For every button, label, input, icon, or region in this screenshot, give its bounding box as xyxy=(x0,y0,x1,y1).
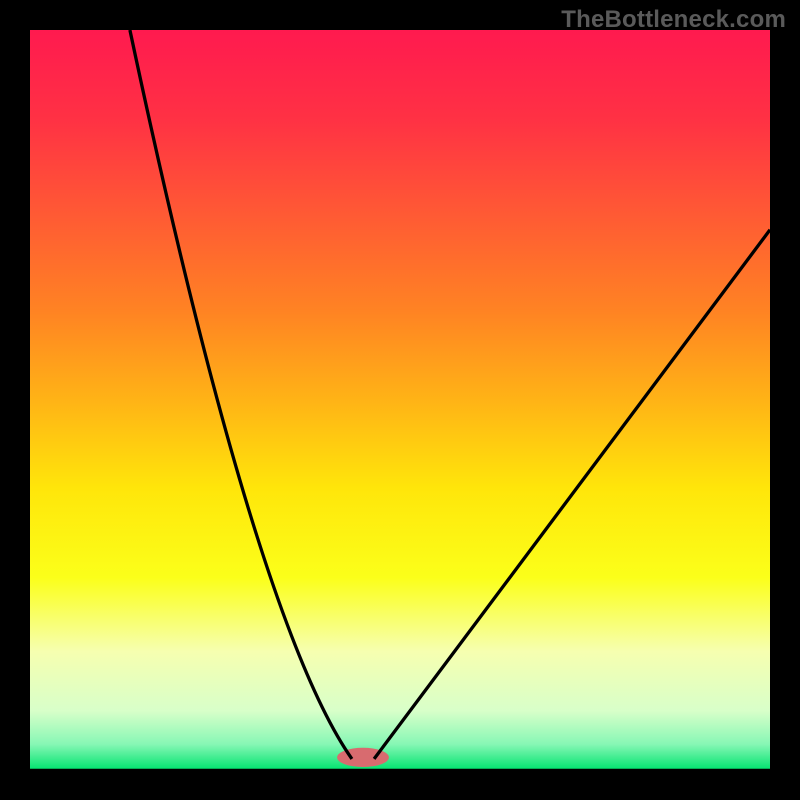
watermark-text: TheBottleneck.com xyxy=(561,6,786,34)
chart-svg xyxy=(0,0,800,800)
chart-container: TheBottleneck.com xyxy=(0,0,800,800)
plot-background xyxy=(30,30,770,770)
